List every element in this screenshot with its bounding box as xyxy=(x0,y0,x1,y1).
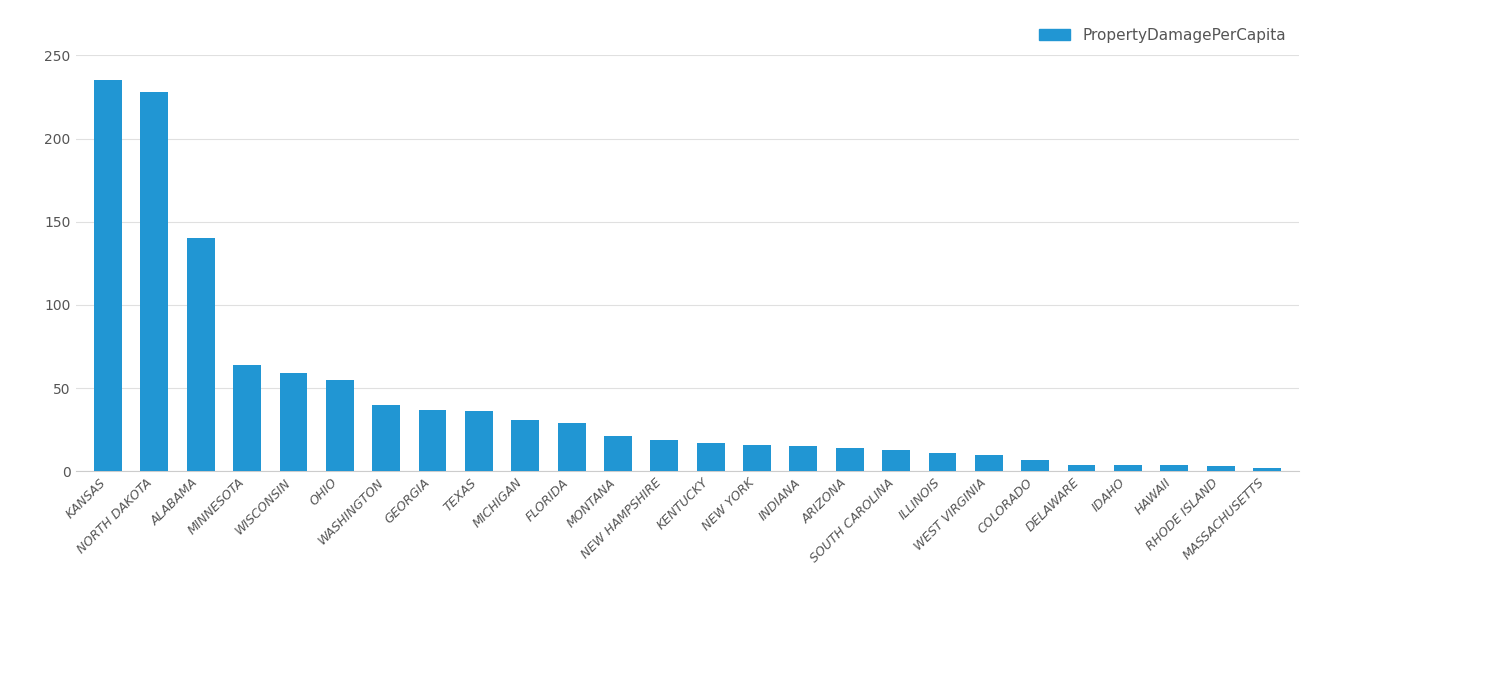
Bar xyxy=(372,405,400,471)
Bar xyxy=(697,443,725,471)
Bar xyxy=(650,439,678,471)
Bar xyxy=(882,450,910,471)
Bar xyxy=(1207,466,1234,471)
Bar xyxy=(233,365,261,471)
Bar xyxy=(94,80,122,471)
Bar xyxy=(187,238,215,471)
Bar xyxy=(141,92,168,471)
Bar xyxy=(1114,464,1142,471)
Bar xyxy=(790,446,817,471)
Bar xyxy=(1021,459,1049,471)
Bar xyxy=(929,453,956,471)
Bar xyxy=(465,412,493,471)
Legend: PropertyDamagePerCapita: PropertyDamagePerCapita xyxy=(1034,21,1292,49)
Bar xyxy=(1068,464,1095,471)
Bar xyxy=(604,437,632,471)
Bar xyxy=(975,455,1003,471)
Bar xyxy=(743,445,771,471)
Bar xyxy=(326,380,354,471)
Bar xyxy=(1253,468,1281,471)
Bar xyxy=(280,373,307,471)
Bar xyxy=(836,448,864,471)
Bar xyxy=(511,420,539,471)
Bar xyxy=(558,423,586,471)
Bar xyxy=(1160,464,1188,471)
Bar xyxy=(419,410,446,471)
